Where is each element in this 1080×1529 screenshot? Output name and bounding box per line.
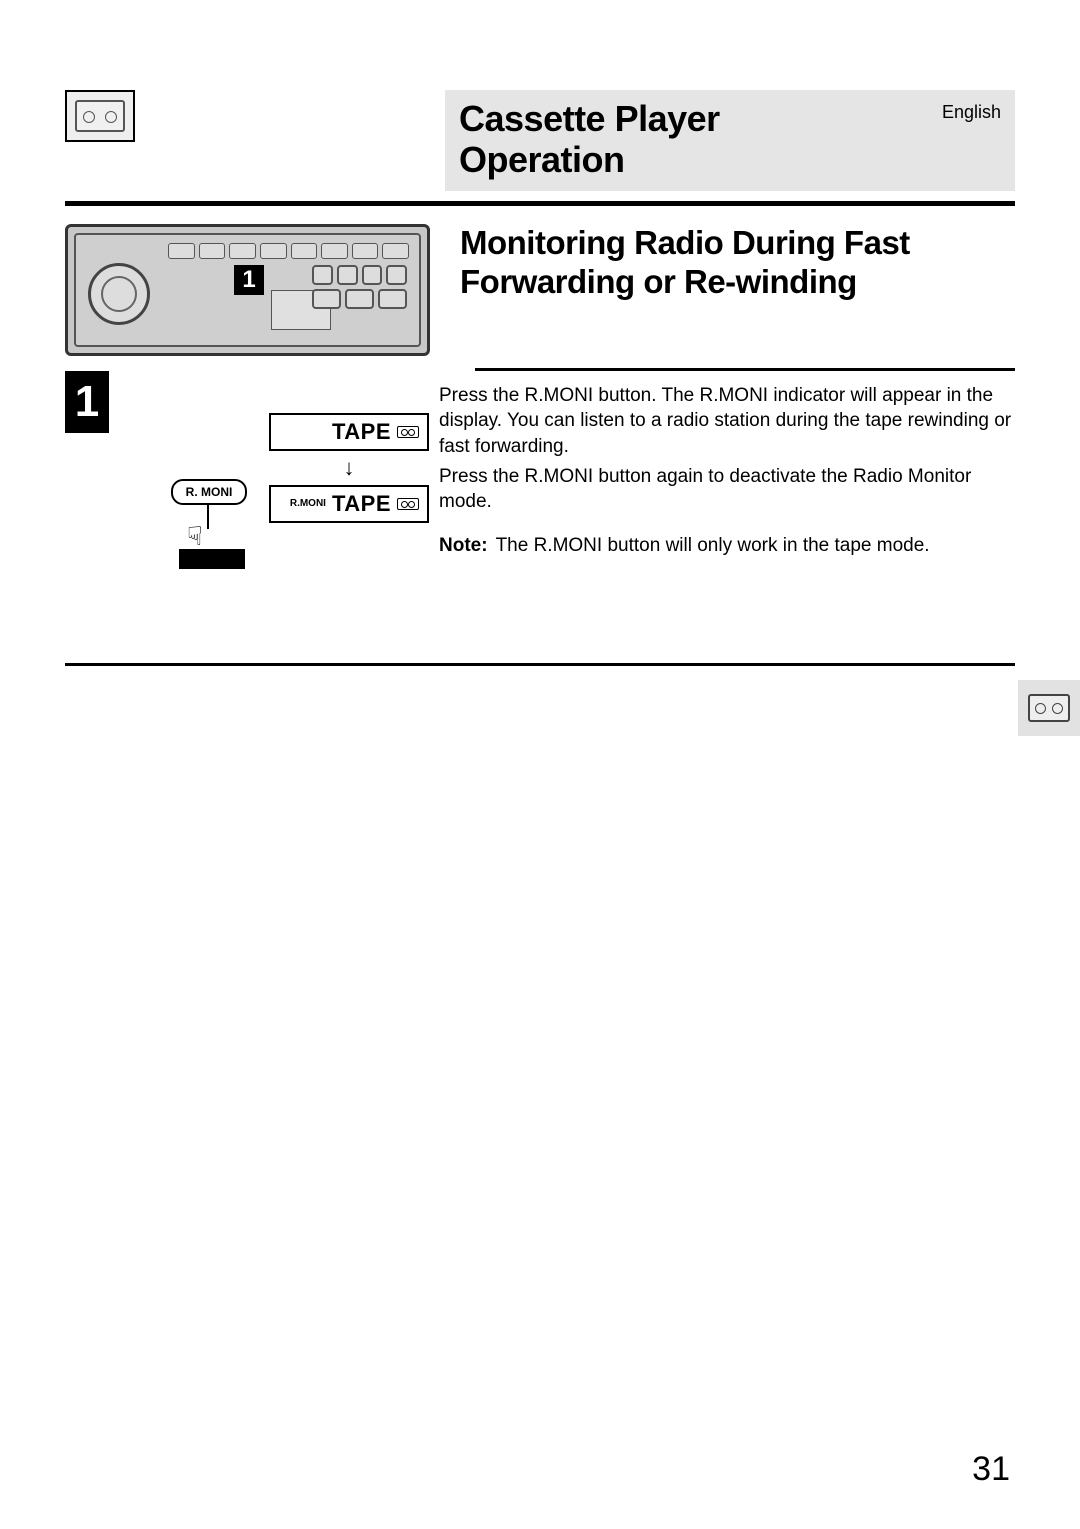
instruction-paragraph-2: Press the R.MONI button again to deactiv… [439, 464, 1015, 515]
lcd-after-text: TAPE [332, 491, 391, 517]
cassette-section-icon [65, 90, 135, 142]
display-state-stack: TAPE ↓ R.MONI TAPE [269, 413, 429, 523]
manual-page: Cassette Player Operation English 1 Moni [0, 0, 1080, 1529]
tape-glyph-icon [397, 498, 419, 510]
rmoni-button-icon: R. MONI [171, 479, 247, 505]
tape-glyph-icon [397, 426, 419, 438]
top-button-row-icon [168, 243, 409, 259]
header-divider [65, 201, 1015, 206]
step-diagram: R. MONI ☟ TAPE ↓ R.MONI TAPE [109, 371, 429, 591]
device-and-subtitle-row: 1 Monitoring Radio During Fast Forwardin… [65, 224, 1015, 356]
chapter-tab [1018, 680, 1080, 736]
lcd-after-prefix: R.MONI [290, 498, 326, 509]
language-label: English [942, 98, 1001, 123]
page-title: Cassette Player Operation [459, 98, 720, 181]
device-illustration: 1 [65, 224, 430, 356]
section-subtitle: Monitoring Radio During Fast Forwarding … [460, 224, 1015, 302]
lcd-before: TAPE [269, 413, 429, 451]
volume-knob-icon [88, 263, 150, 325]
arrow-down-icon: ↓ [269, 451, 429, 485]
page-number: 31 [972, 1450, 1010, 1489]
step-instructions: Press the R.MONI button. The R.MONI indi… [429, 371, 1015, 559]
lcd-before-text: TAPE [332, 419, 391, 445]
note-text: The R.MONI button will only work in the … [496, 533, 930, 559]
title-line-1: Cassette Player [459, 98, 720, 139]
display-cluster-icon [312, 265, 407, 313]
lcd-after: R.MONI TAPE [269, 485, 429, 523]
button-lead-line [207, 505, 209, 529]
callout-marker: 1 [234, 265, 264, 295]
step-number: 1 [65, 371, 109, 433]
press-hand-icon: ☟ [187, 521, 203, 552]
cassette-icon [75, 100, 125, 132]
section-end-divider [65, 663, 1015, 666]
note-block: Note: The R.MONI button will only work i… [439, 533, 1015, 559]
title-block: Cassette Player Operation English [445, 90, 1015, 191]
cassette-tab-icon [1028, 694, 1070, 722]
title-line-2: Operation [459, 139, 625, 180]
note-label: Note: [439, 533, 488, 559]
step-row: 1 R. MONI ☟ TAPE ↓ R.MONI TAPE Press the [65, 371, 1015, 591]
button-base [179, 549, 245, 569]
instruction-paragraph-1: Press the R.MONI button. The R.MONI indi… [439, 383, 1015, 460]
device-faceplate: 1 [74, 233, 421, 347]
header-row: Cassette Player Operation English [65, 90, 1015, 191]
